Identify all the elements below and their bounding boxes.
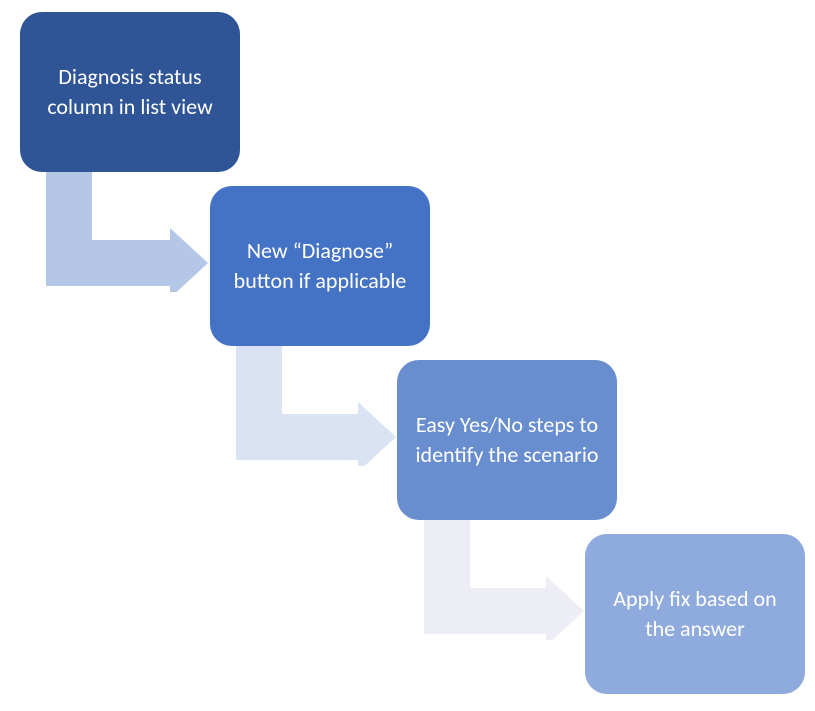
flow-node-3-label: Easy Yes/No steps to identify the scenar… xyxy=(409,410,605,469)
flow-node-2-label: New “Diagnose” button if applicable xyxy=(222,236,418,295)
flow-arrow-3 xyxy=(424,520,584,640)
flow-node-1-label: Diagnosis status column in list view xyxy=(32,62,228,121)
flow-node-2: New “Diagnose” button if applicable xyxy=(210,186,430,346)
flow-node-3: Easy Yes/No steps to identify the scenar… xyxy=(397,360,617,520)
flow-arrow-1 xyxy=(46,172,208,292)
flow-arrow-2 xyxy=(236,346,396,466)
flow-node-4-label: Apply fix based on the answer xyxy=(597,584,793,643)
flow-node-4: Apply fix based on the answer xyxy=(585,534,805,694)
flow-node-1: Diagnosis status column in list view xyxy=(20,12,240,172)
